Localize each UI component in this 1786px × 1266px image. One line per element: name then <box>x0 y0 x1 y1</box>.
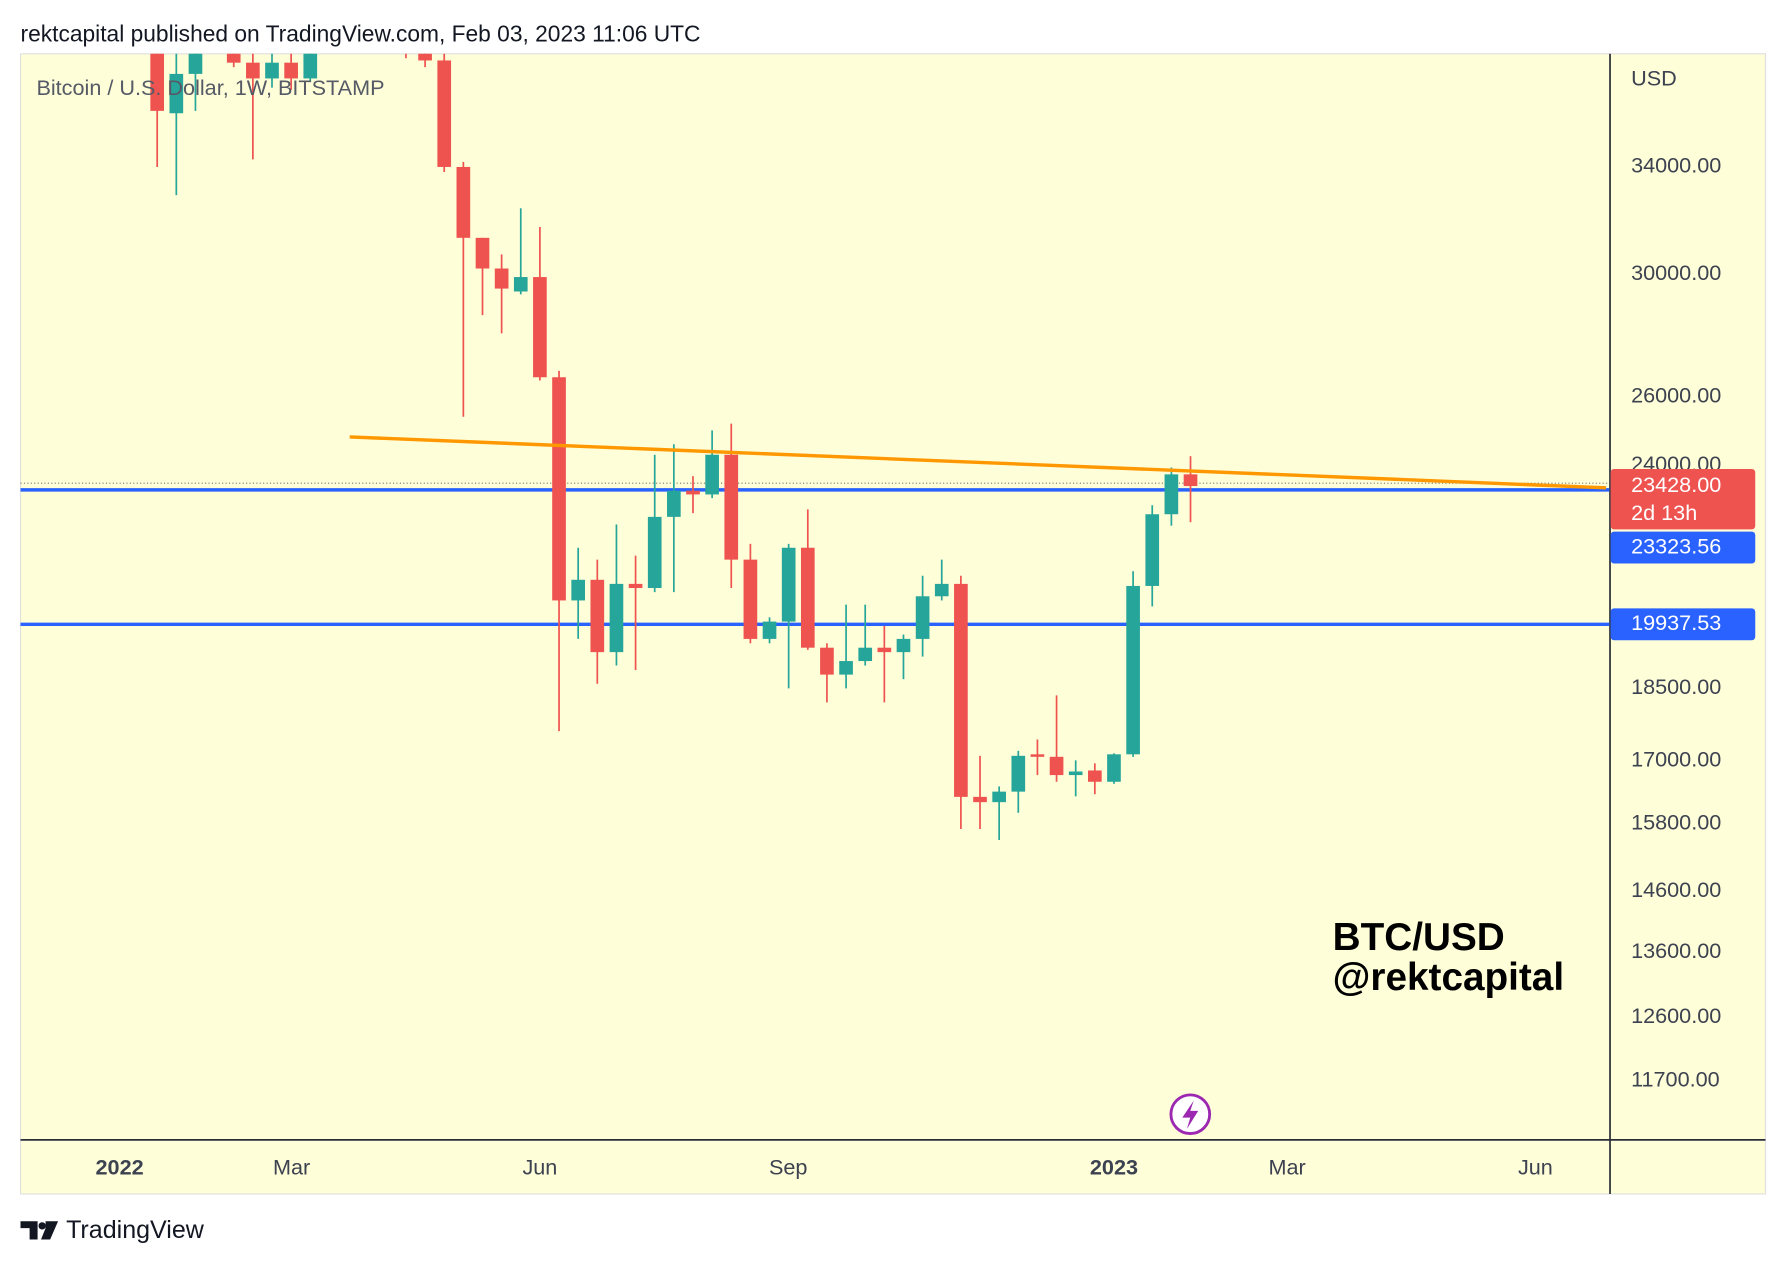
candle-body <box>743 559 758 639</box>
candle-body <box>915 596 930 639</box>
publish-header: rektcapital published on TradingView.com… <box>21 21 701 47</box>
axes: 34000.0030000.0026000.0024000.0018500.00… <box>96 153 1756 1180</box>
candle-body <box>800 547 815 648</box>
watermark: BTC/USD <box>1333 916 1505 959</box>
price-line-box <box>1610 608 1756 641</box>
candle-body <box>1030 754 1045 757</box>
y-tick-label: 17000.00 <box>1631 747 1721 772</box>
price-line-label: 19937.53 <box>1631 610 1721 635</box>
candle-body <box>992 791 1006 803</box>
plot-area <box>20 0 1610 840</box>
symbol-title: Bitcoin / U.S. Dollar, 1W, BITSTAMP <box>36 75 384 100</box>
candle-body <box>150 53 165 111</box>
candle-body <box>380 0 394 19</box>
candle-body <box>265 62 279 79</box>
price-line-box <box>1610 531 1756 564</box>
footer-brand: TradingView <box>66 1216 205 1244</box>
candle-body <box>667 490 681 517</box>
candle-body <box>456 166 471 238</box>
candle-body <box>877 647 892 653</box>
candle-body <box>820 647 834 675</box>
y-tick-label: 15800.00 <box>1631 809 1721 834</box>
candle-body <box>590 579 605 653</box>
candle-body <box>513 277 528 292</box>
y-tick-label: 11700.00 <box>1631 1067 1720 1092</box>
y-tick-label: 26000.00 <box>1631 383 1721 408</box>
candle-body <box>475 237 490 269</box>
y-tick-label: 12600.00 <box>1631 1003 1721 1028</box>
candle-body <box>1126 585 1140 755</box>
candle-body <box>533 277 547 378</box>
candle-body <box>1088 770 1102 782</box>
x-tick-label: Mar <box>273 1155 310 1180</box>
y-tick-label: 34000.00 <box>1631 153 1721 178</box>
y-tick-label: 18500.00 <box>1631 674 1721 699</box>
candle-body <box>934 583 949 597</box>
x-tick-label: Jun <box>522 1155 557 1180</box>
candle-body <box>896 638 911 653</box>
candle-body <box>1183 474 1198 487</box>
candle-body <box>1049 756 1064 776</box>
candle-body <box>1107 754 1121 782</box>
candle-body <box>571 579 586 601</box>
x-tick-label: Jun <box>1518 1155 1553 1180</box>
x-tick-label: 2023 <box>1090 1155 1138 1180</box>
candle-body <box>246 62 260 79</box>
candle-body <box>284 62 298 79</box>
y-tick-label: 13600.00 <box>1631 938 1721 963</box>
lightning-icon[interactable] <box>1169 1093 1212 1136</box>
candle-body <box>1068 771 1083 776</box>
candle-body <box>552 377 566 601</box>
candle-body <box>954 583 968 797</box>
candle-body <box>494 268 509 289</box>
candle-body <box>858 647 873 662</box>
candle-body <box>303 53 318 79</box>
candle-body <box>609 583 624 653</box>
y-tick-label: 14600.00 <box>1631 877 1721 902</box>
price-line-label: 23323.56 <box>1631 533 1721 558</box>
trendline <box>349 435 1607 490</box>
x-tick-label: Mar <box>1268 1155 1305 1180</box>
x-tick-label: Sep <box>769 1155 807 1180</box>
x-tick-label: 2022 <box>96 1155 144 1180</box>
y-tick-label: 30000.00 <box>1631 260 1721 285</box>
candle-body <box>973 796 987 803</box>
candle-body <box>1145 514 1160 586</box>
last-price-label: 23428.00 <box>1631 472 1721 497</box>
candle-body <box>686 490 700 495</box>
candle-body <box>1011 755 1026 792</box>
last-price-box <box>1610 468 1756 530</box>
candle-body <box>647 516 662 588</box>
candle-body <box>781 547 796 622</box>
candle-body <box>628 583 643 588</box>
currency-label: USD <box>1631 66 1677 91</box>
candle-body <box>169 73 184 114</box>
candle-body <box>226 53 241 63</box>
candle-body <box>418 53 432 61</box>
candle-body <box>1164 474 1179 515</box>
candle-body <box>724 454 739 560</box>
candle-body <box>762 621 777 639</box>
candle-body <box>437 60 452 167</box>
countdown-label: 2d 13h <box>1631 500 1697 525</box>
candle-body <box>705 454 719 495</box>
watermark: @rektcapital <box>1333 956 1564 999</box>
tradingview-logo <box>20 1221 59 1240</box>
candle-body <box>188 53 203 74</box>
candle-body <box>839 661 853 675</box>
